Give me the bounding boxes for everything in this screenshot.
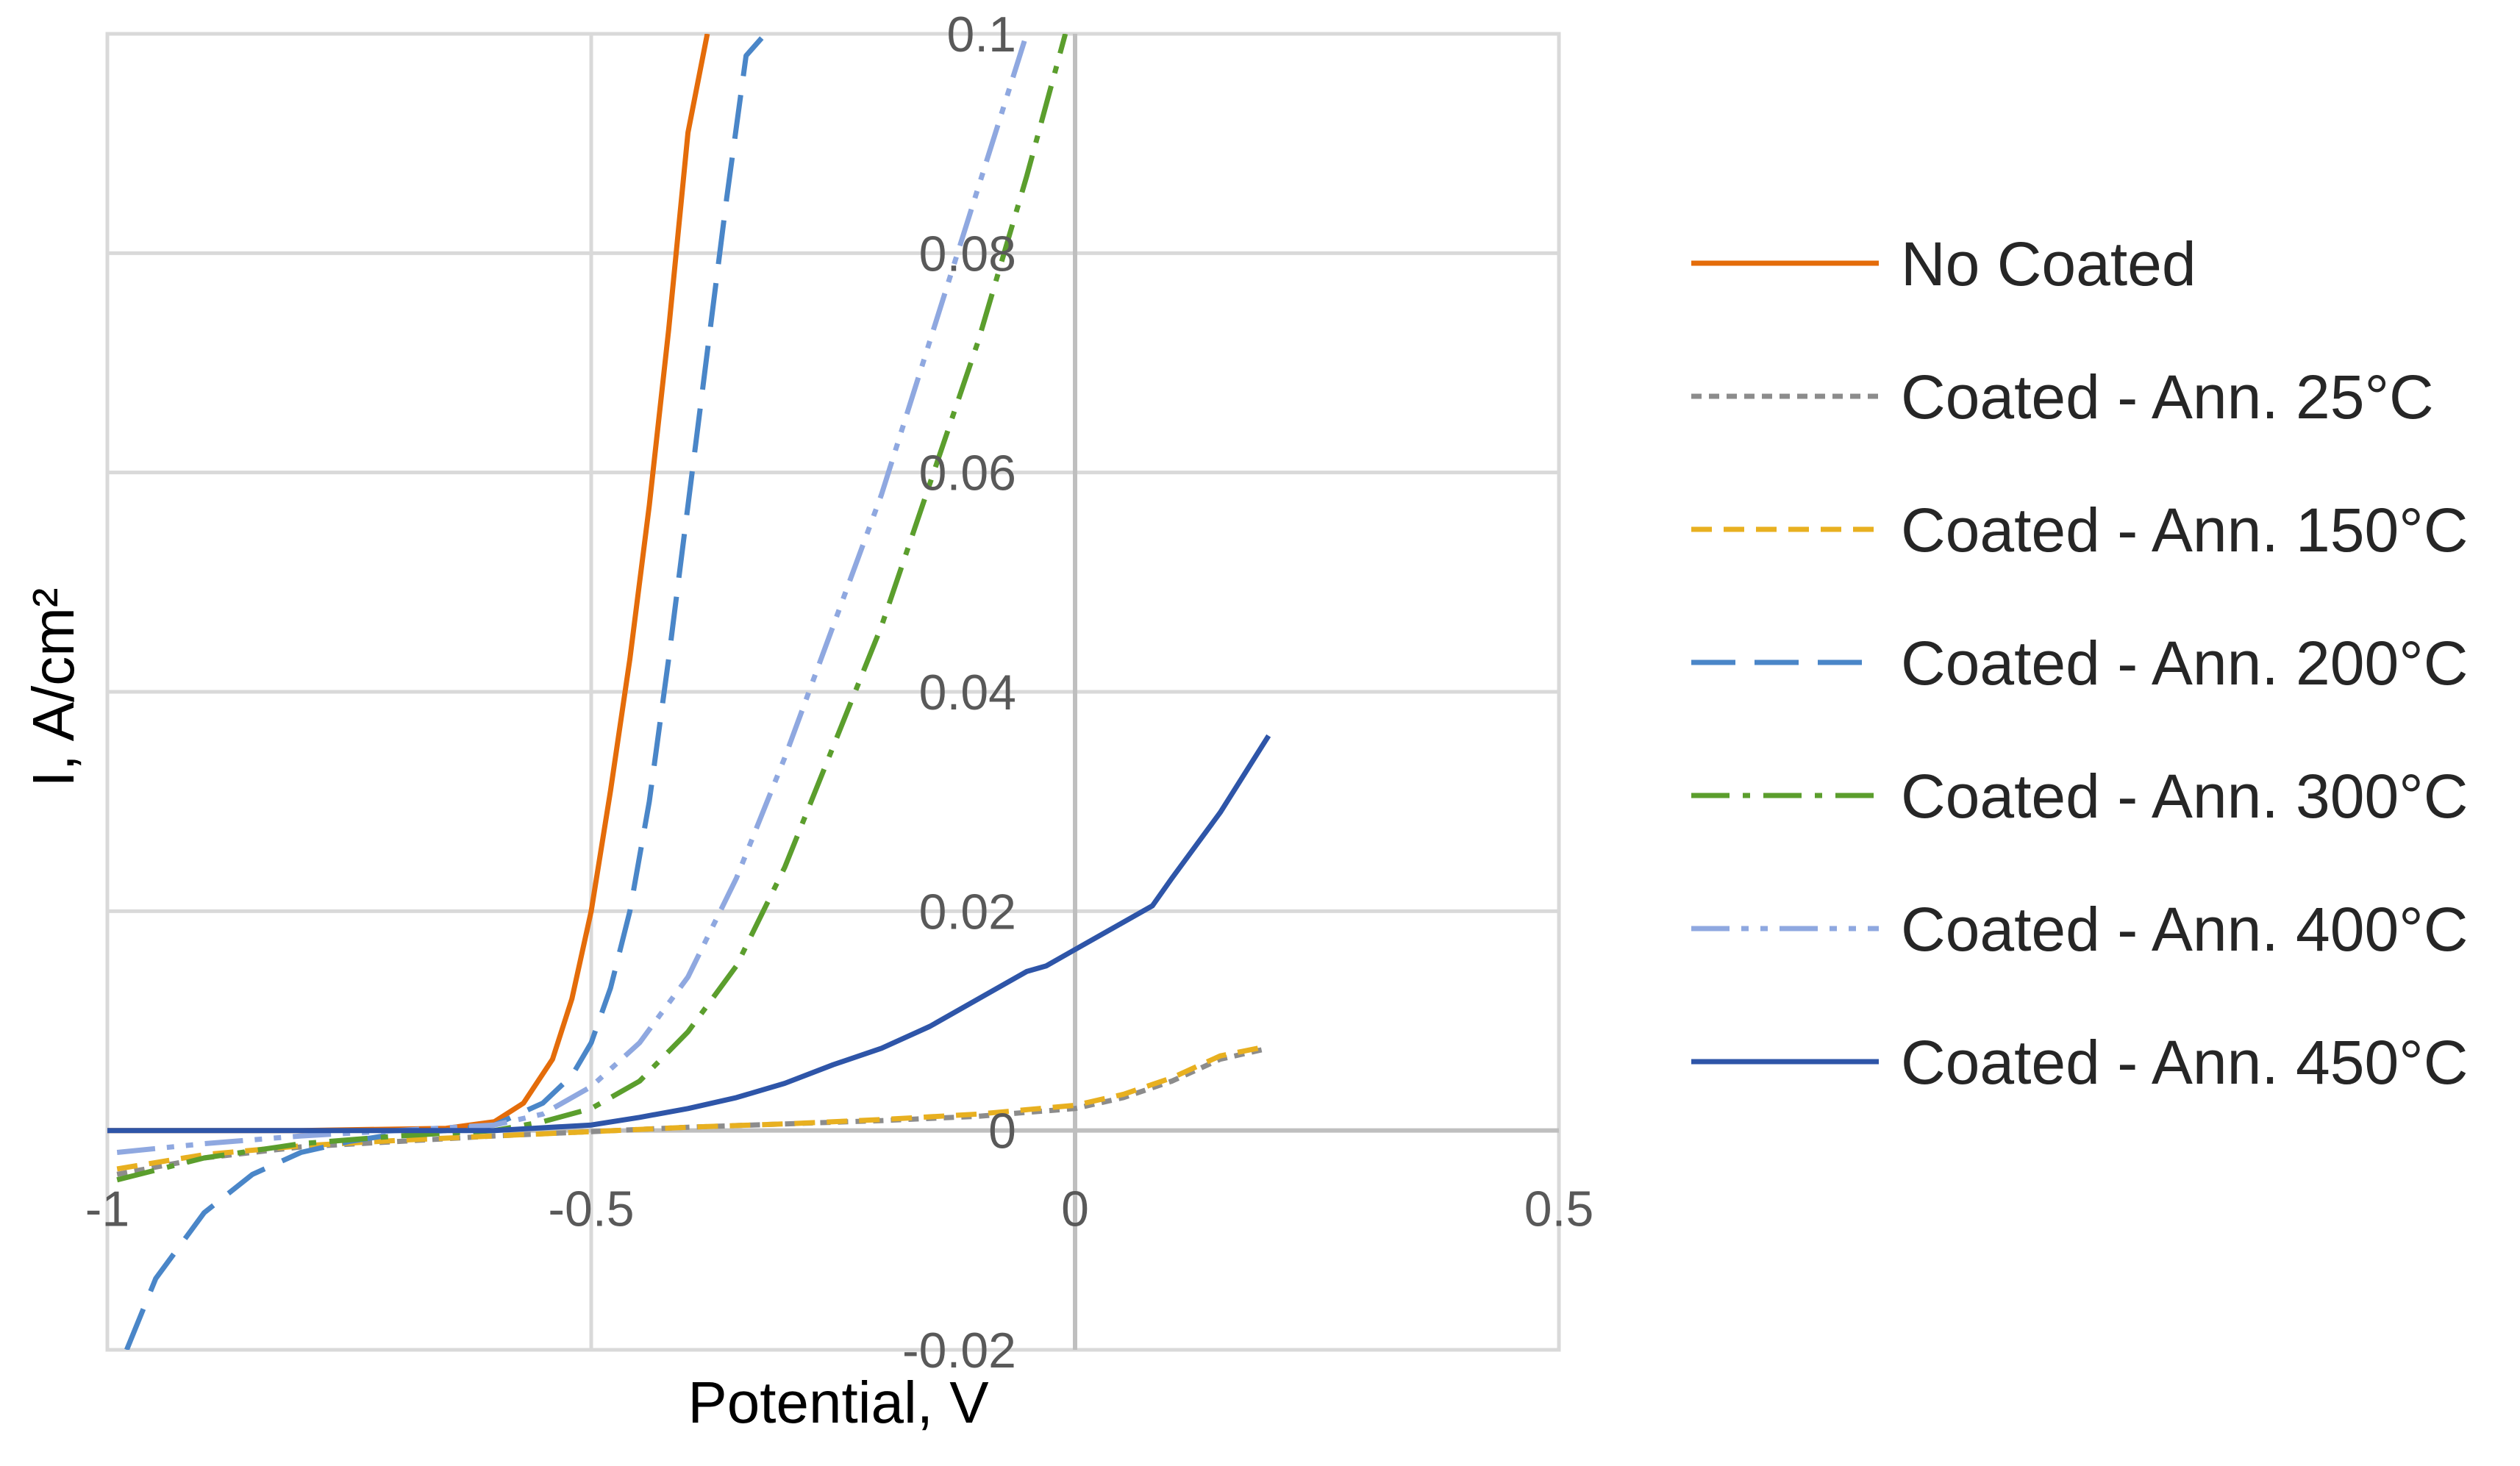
x-tick-label: 0 [1061,1181,1089,1237]
legend-label: Coated - Ann. 400°C [1901,895,2468,964]
legend-item: Coated - Ann. 400°C [1691,895,2468,964]
series-line-7 [107,734,1271,1134]
grid [105,32,1561,1352]
legend-label: Coated - Ann. 300°C [1901,762,2468,831]
y-tick-label: 0 [988,1104,1016,1159]
y-tick-label: 0.02 [919,884,1016,940]
x-tick-label: 0.5 [1524,1181,1594,1237]
legend: No Coated Coated - Ann. 25°C Coated - Ann.… [1691,229,2468,1097]
legend-item: Coated - Ann. 450°C [1691,1028,2468,1097]
legend-label: No Coated [1901,229,2196,298]
legend-item: Coated - Ann. 25°C [1691,362,2434,432]
y-tick-label: 0.04 [919,665,1016,721]
x-axis-title: Potential, V [688,1370,989,1435]
tick-labels: -0.02 0 0.02 0.04 0.06 0.08 0.1 -1 -0.5 0 0.5 [85,7,1594,1379]
legend-item: No Coated [1691,229,2196,298]
series-line-5 [116,34,1068,1183]
y-tick-label: -0.02 [902,1323,1016,1379]
legend-label: Coated - Ann. 200°C [1901,629,2468,698]
x-tick-label: -0.5 [548,1181,634,1237]
legend-item: Coated - Ann. 200°C [1691,629,2468,698]
y-tick-label: 0.08 [919,226,1016,282]
legend-label: Coated - Ann. 450°C [1901,1028,2468,1097]
y-tick-label: 0.06 [919,446,1016,501]
series-line-2 [116,1045,1269,1177]
series-line-3 [116,1043,1269,1172]
y-axis-title: I, A/cm² [21,587,86,787]
legend-label: Coated - Ann. 150°C [1901,496,2468,565]
legend-item: Coated - Ann. 300°C [1691,762,2468,831]
series-lines [107,34,1271,1350]
series-line-1 [107,34,710,1134]
y-tick-label: 0.1 [946,7,1016,62]
x-tick-label: -1 [85,1181,129,1237]
series-line-6 [116,34,1029,1155]
legend-item: Coated - Ann. 150°C [1691,496,2468,565]
legend-label: Coated - Ann. 25°C [1901,362,2434,432]
